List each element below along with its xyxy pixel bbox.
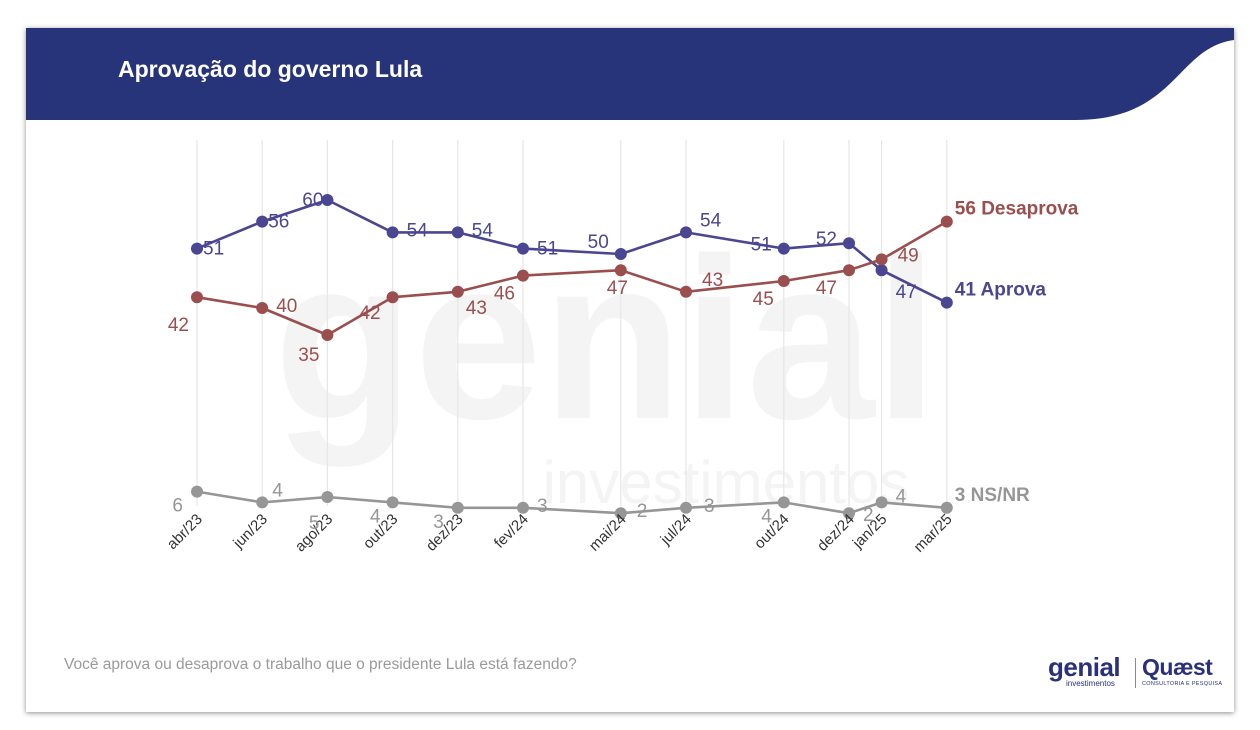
x-tick-label: out/23 [360, 511, 402, 553]
data-point [843, 264, 855, 277]
data-point [517, 269, 529, 282]
x-tick-label: mai/24 [586, 511, 630, 555]
data-label: 54 [472, 220, 494, 241]
data-label: 4 [761, 506, 772, 527]
data-label: 43 [466, 298, 487, 319]
x-tick-label: jun/23 [229, 511, 271, 553]
data-label: 47 [607, 278, 628, 299]
data-point [940, 296, 953, 309]
series-end-label: 56 Desaprova [955, 199, 1079, 220]
data-label: 3 [704, 496, 715, 517]
x-tick-label: jul/24 [657, 511, 695, 549]
data-point [517, 242, 529, 255]
quaest-logo-sub: CONSULTORIA E PESQUISA [1142, 681, 1223, 687]
data-label: 4 [896, 486, 907, 507]
banner-shape [26, 28, 1234, 120]
data-label: 52 [816, 229, 837, 250]
data-point [875, 264, 888, 277]
data-point [614, 507, 627, 520]
logo-divider [1135, 658, 1136, 688]
data-label: 2 [637, 501, 648, 522]
data-point [875, 253, 888, 266]
series-end-label: 41 Aprova [955, 280, 1047, 301]
data-point [386, 496, 399, 509]
x-tick-label: out/24 [751, 511, 793, 553]
data-label: 47 [896, 282, 917, 303]
data-point [940, 215, 953, 228]
line-chart: genial investimentos abr/23 jun/23 ago/23 o… [164, 140, 1079, 556]
x-tick-label: mar/25 [911, 511, 956, 556]
data-label: 4 [272, 480, 283, 501]
data-label: 3 [433, 512, 444, 533]
data-point [451, 501, 464, 514]
x-tick-label: abr/23 [164, 511, 206, 553]
data-label: 35 [298, 345, 319, 366]
data-point [875, 496, 888, 509]
data-label: 43 [702, 270, 723, 291]
data-label: 54 [407, 220, 429, 241]
data-label: 51 [537, 239, 558, 260]
data-point [256, 496, 269, 509]
data-label: 50 [588, 232, 609, 253]
data-point [777, 275, 790, 287]
data-point [940, 501, 953, 514]
data-label: 60 [302, 190, 323, 211]
data-label: 5 [309, 513, 320, 534]
chart-card: Aprovação do governo Lula genial investi… [26, 28, 1234, 712]
x-tick-label: dez/24 [814, 511, 858, 555]
data-point [680, 226, 692, 239]
data-point [321, 194, 334, 206]
data-label: 45 [753, 289, 774, 310]
series-line [196, 198, 948, 304]
survey-question: Você aprova ou desaprova o trabalho que … [64, 656, 577, 673]
quaest-logo: Quæst CONSULTORIA E PESQUISA [1142, 654, 1222, 688]
data-point [451, 226, 464, 239]
data-point [191, 485, 203, 498]
data-label: 51 [751, 235, 772, 256]
data-point [680, 285, 692, 298]
data-point [614, 264, 627, 277]
data-label: 51 [203, 239, 224, 260]
data-point [321, 329, 334, 341]
data-label: 3 [537, 496, 548, 517]
data-label: 56 [268, 212, 289, 233]
data-point [191, 291, 203, 304]
data-label: 40 [276, 296, 297, 317]
data-point [386, 291, 399, 304]
data-point [777, 242, 790, 255]
genial-logo-sub: investimentos [1066, 679, 1115, 688]
data-point [614, 248, 627, 260]
genial-logo-main: genial [1048, 652, 1121, 682]
data-label: 2 [863, 505, 874, 526]
genial-logo: genial investimentos [1048, 652, 1121, 688]
data-label: 4 [370, 506, 381, 527]
data-label: 46 [494, 284, 515, 305]
data-point [777, 496, 790, 509]
quaest-logo-main: Quæst [1142, 654, 1213, 680]
data-point [191, 242, 203, 255]
data-point [256, 215, 269, 228]
x-tick-label: dez/23 [423, 511, 467, 555]
data-point [680, 501, 692, 514]
data-label: 42 [168, 315, 189, 336]
data-point [321, 491, 334, 503]
data-label: 42 [359, 303, 380, 324]
chart-title: Aprovação do governo Lula [118, 56, 423, 82]
series-end-label: 3 NS/NR [955, 485, 1030, 506]
data-label: 54 [700, 210, 722, 231]
data-point [451, 285, 464, 298]
data-point [843, 237, 855, 250]
data-label: 47 [816, 278, 837, 299]
data-point [256, 302, 269, 314]
data-label: 49 [898, 245, 919, 266]
data-label: 6 [172, 496, 183, 517]
title-banner [26, 28, 1234, 120]
data-point [517, 501, 529, 514]
data-point [843, 507, 855, 520]
data-point [386, 226, 399, 239]
x-tick-label: fev/24 [491, 511, 532, 552]
